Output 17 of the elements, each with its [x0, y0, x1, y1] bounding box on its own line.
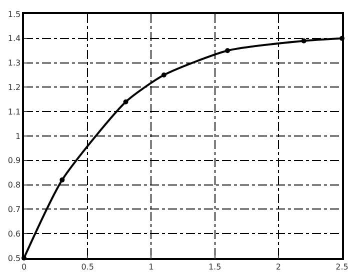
x-tick-label: 1.5	[208, 262, 222, 272]
y-tick-label: 1.5	[8, 10, 21, 19]
y-tick-label: 0.5	[8, 254, 21, 263]
y-tick-label: 0.6	[8, 229, 21, 238]
x-tick-label: 2.5	[336, 262, 348, 272]
y-tick-label: 0.9	[8, 156, 21, 166]
y-tick-label: 0.7	[8, 205, 21, 214]
y-tick-label: 1.2	[8, 83, 21, 92]
y-tick-label: 1	[16, 132, 21, 141]
y-tick-label: 1.4	[8, 34, 21, 44]
y-tick-label: 0.8	[8, 180, 21, 190]
y-tick-label: 1.3	[8, 58, 21, 68]
x-tick-label: 1	[148, 262, 154, 272]
x-tick-label: 0	[21, 262, 27, 272]
x-tick-label: 2	[276, 262, 281, 272]
x-tick-label: 0.5	[81, 262, 94, 272]
y-tick-label: 1.1	[8, 107, 21, 116]
